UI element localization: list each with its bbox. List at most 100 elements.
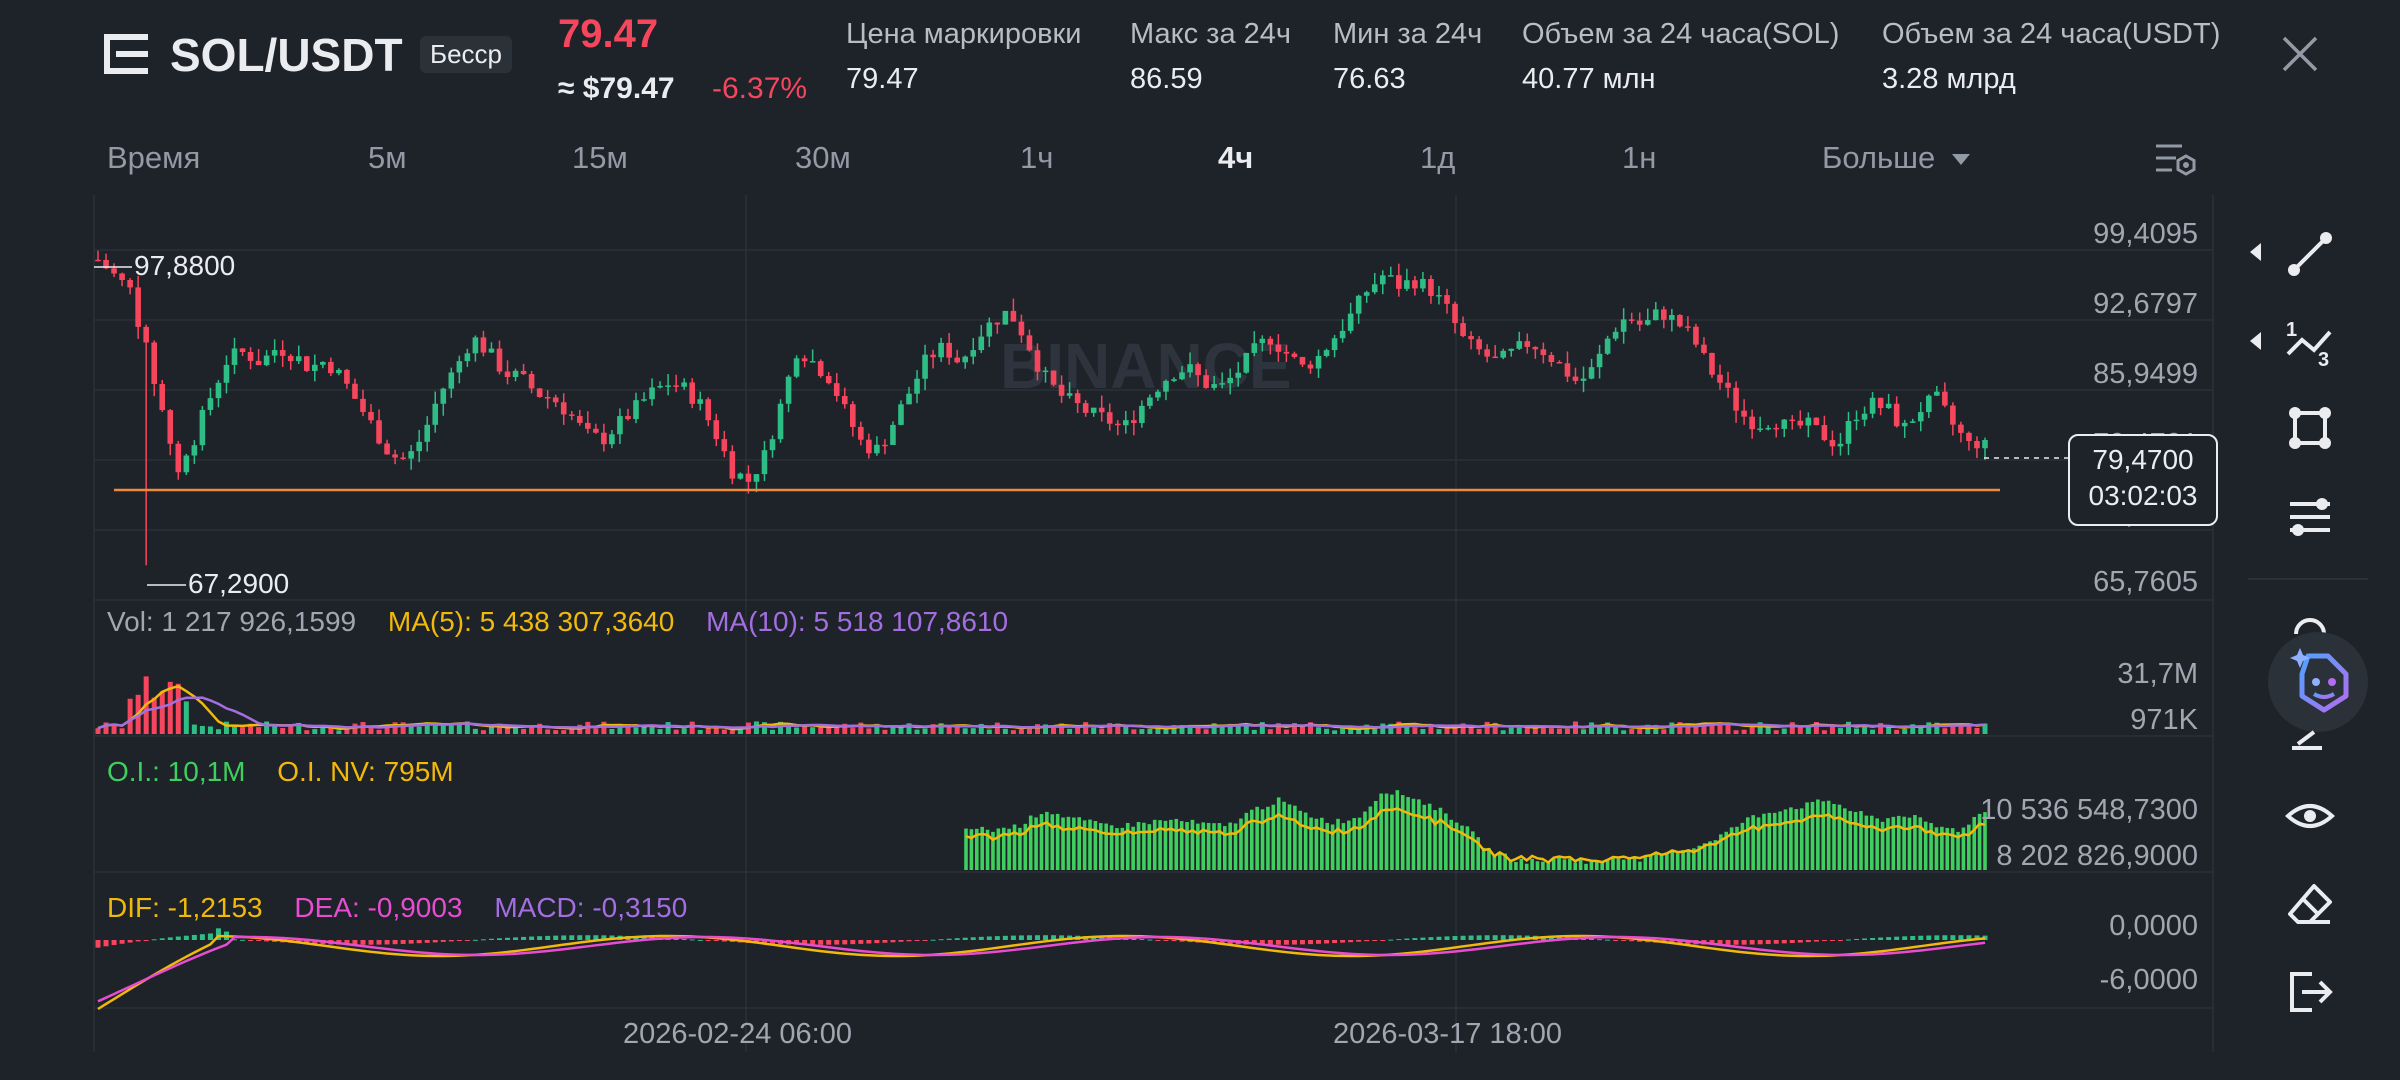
chart-settings-icon[interactable] — [2152, 140, 2198, 180]
volume-bar — [368, 727, 374, 734]
tool-expand-caret[interactable] — [2250, 243, 2261, 261]
volume-bar — [1460, 723, 1466, 734]
oi-bar — [1303, 812, 1308, 870]
macd-bar — [135, 940, 141, 942]
volume-bar — [1733, 730, 1739, 734]
oi-bar — [1050, 814, 1055, 870]
tab-1d[interactable]: 1д — [1420, 140, 1456, 175]
volume-bar — [1934, 722, 1940, 734]
volume-bar — [834, 725, 840, 734]
volume-bar — [1155, 726, 1161, 734]
volume-bar — [593, 728, 599, 734]
oi-bar — [1665, 852, 1669, 870]
volume-bar — [400, 722, 406, 734]
volume-bar — [922, 728, 928, 734]
macd-bar — [207, 933, 213, 940]
candle-body — [408, 451, 414, 459]
volume-bar — [1476, 728, 1482, 734]
candle-body — [1564, 363, 1571, 377]
macd-bar — [1348, 940, 1354, 943]
candle-body — [1259, 338, 1266, 344]
current-price-tag[interactable]: 79,4700 03:02:03 — [2068, 434, 2218, 526]
volume-bar — [488, 726, 494, 734]
menu-icon[interactable] — [102, 30, 152, 78]
volume-bar — [761, 722, 767, 734]
candle-body — [1500, 350, 1507, 358]
volume-bar — [151, 697, 157, 734]
macd-bar — [1821, 940, 1827, 942]
volume-bar — [1131, 729, 1137, 734]
oi-bar — [1535, 861, 1540, 870]
volume-bar — [1532, 725, 1538, 734]
oi-bar — [1713, 840, 1718, 870]
macd-bar — [1484, 935, 1490, 940]
macd-bar — [1219, 940, 1225, 944]
pair-title[interactable]: SOL/USDT — [170, 29, 403, 81]
candle-body — [858, 426, 864, 440]
trend-line-icon[interactable] — [2280, 224, 2340, 284]
candle-body — [585, 422, 591, 429]
volume-bar — [601, 721, 607, 734]
oi-bar — [1201, 822, 1206, 870]
perpetual-badge: Бесср — [420, 36, 512, 73]
eraser-icon[interactable] — [2280, 874, 2340, 934]
volume-bar — [328, 727, 334, 734]
macd-bar — [1299, 940, 1305, 945]
macd-bar — [946, 938, 952, 940]
macd-bar — [1428, 937, 1434, 940]
candle-body — [320, 361, 326, 365]
macd-bar — [1388, 939, 1394, 941]
macd-bar — [770, 940, 776, 945]
volume-bar — [818, 727, 824, 734]
macd-bar — [1958, 935, 1964, 940]
ai-assistant-icon[interactable] — [2268, 632, 2368, 732]
candle-body — [223, 364, 230, 383]
exit-icon[interactable] — [2280, 962, 2340, 1022]
oi-bar — [1449, 819, 1454, 870]
candle-body — [1042, 370, 1049, 373]
oi-bar — [1864, 815, 1869, 870]
candle-body — [1163, 380, 1169, 392]
volume-bar — [1982, 723, 1988, 734]
oi-bar — [1373, 800, 1378, 870]
tab-1w[interactable]: 1н — [1622, 140, 1657, 175]
volume-bar — [938, 723, 944, 734]
macd-bar — [850, 940, 856, 945]
candle-body — [1420, 278, 1426, 289]
candle-body — [231, 348, 238, 365]
macd-bar — [761, 940, 767, 944]
indicator-settings-icon[interactable] — [2280, 486, 2340, 546]
candle-body — [745, 473, 752, 482]
tab-15m[interactable]: 15м — [572, 140, 628, 175]
macd-bar — [1918, 935, 1924, 940]
tool-expand-caret[interactable] — [2250, 332, 2261, 350]
close-icon[interactable] — [2280, 34, 2320, 74]
volume-bar — [207, 726, 213, 734]
lock-edit-icon[interactable] — [2290, 728, 2326, 752]
volume-bar — [689, 721, 695, 734]
candle-body — [721, 439, 728, 452]
tab-1h[interactable]: 1ч — [1020, 140, 1054, 175]
macd-bar — [1034, 935, 1040, 940]
candle-body — [1098, 407, 1105, 413]
oi-bar — [1886, 818, 1890, 870]
magnet-icon[interactable] — [2280, 606, 2340, 666]
tab-4h[interactable]: 4ч — [1218, 140, 1254, 175]
candle-body — [729, 451, 736, 479]
volume-bar — [721, 729, 727, 734]
candle-body — [633, 400, 639, 420]
oi-bar — [1724, 831, 1729, 870]
oi-bar — [1751, 815, 1755, 870]
candle-body — [1701, 344, 1707, 353]
tab-time[interactable]: Время — [107, 140, 201, 175]
fib-tool-icon[interactable]: 1 3 — [2280, 312, 2340, 372]
tab-5m[interactable]: 5м — [368, 140, 407, 175]
visibility-icon[interactable] — [2280, 786, 2340, 846]
tab-30m[interactable]: 30м — [795, 140, 851, 175]
shape-tool-icon[interactable] — [2280, 398, 2340, 458]
candle-body — [1934, 391, 1940, 396]
tab-more[interactable]: Больше — [1822, 140, 1970, 176]
volume-legend: Vol: 1 217 926,1599 MA(5): 5 438 307,364… — [107, 606, 1008, 638]
watermark-logo: BINANCE — [1000, 330, 1292, 402]
